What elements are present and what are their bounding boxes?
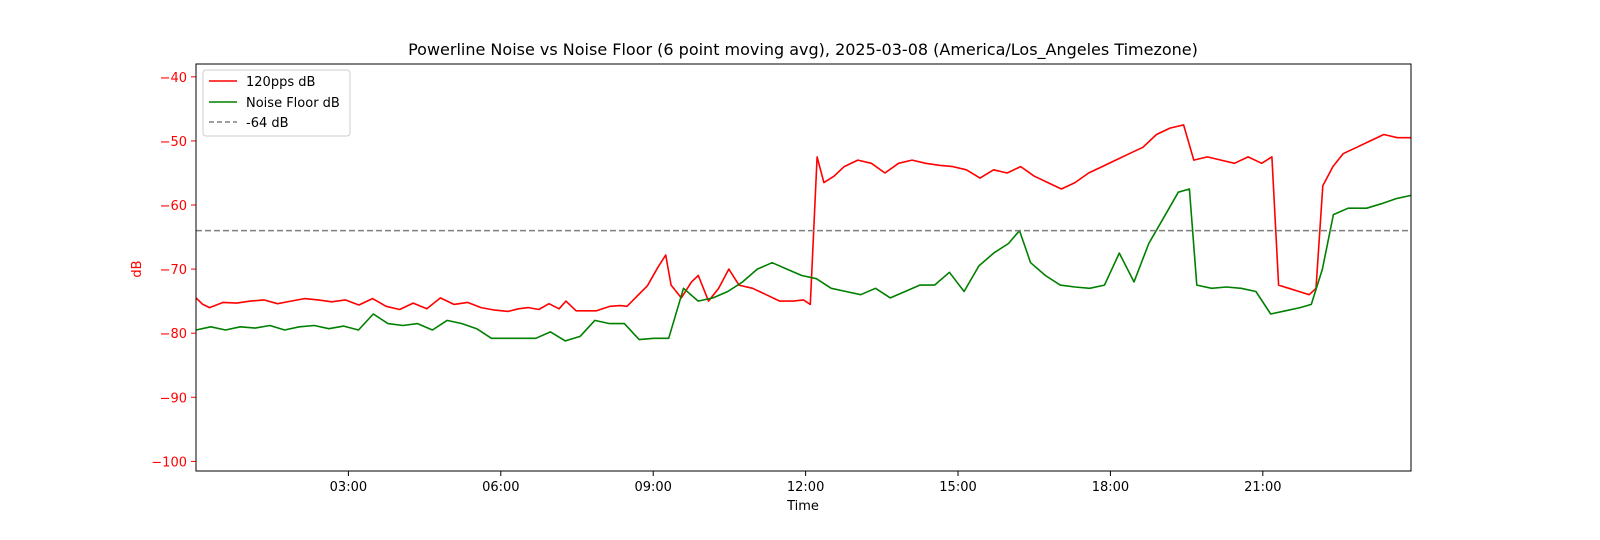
plot-frame — [195, 63, 1412, 472]
legend-box — [202, 69, 351, 137]
series-line-0 — [195, 124, 1411, 313]
x-axis-label: Time — [786, 499, 819, 514]
legend-label-noise-floor: Noise Floor dB — [246, 96, 340, 111]
axis-ticks: 03:00 06:00 09:00 12:00 15:00 18:00 21:00 −40 −5… — [151, 71, 1281, 495]
y-tick-label: −50 — [160, 135, 187, 150]
legend: 120pps dB Noise Floor dB -64 dB — [202, 69, 351, 137]
x-tick-label: 21:00 — [1244, 480, 1281, 495]
x-tick-label: 15:00 — [939, 480, 976, 495]
x-tick-label: 09:00 — [634, 480, 671, 495]
legend-label-64db: -64 dB — [246, 116, 289, 131]
legend-label-120pps: 120pps dB — [246, 75, 315, 90]
y-tick-label: −70 — [160, 263, 187, 278]
series-line-1 — [195, 188, 1412, 342]
x-tick-label: 12:00 — [787, 480, 824, 495]
y-tick-label: −40 — [160, 71, 187, 86]
plot-area — [195, 124, 1412, 342]
x-tick-label: 18:00 — [1092, 480, 1129, 495]
y-axis-label: dB — [130, 260, 145, 277]
x-tick-label: 03:00 — [330, 480, 367, 495]
x-tick-label: 06:00 — [482, 480, 519, 495]
y-tick-label: −60 — [160, 199, 187, 214]
y-tick-label: −80 — [160, 327, 187, 342]
chart-title: Powerline Noise vs Noise Floor (6 point … — [408, 40, 1198, 60]
y-tick-label: −90 — [160, 391, 187, 406]
y-tick-label: −100 — [151, 455, 187, 470]
